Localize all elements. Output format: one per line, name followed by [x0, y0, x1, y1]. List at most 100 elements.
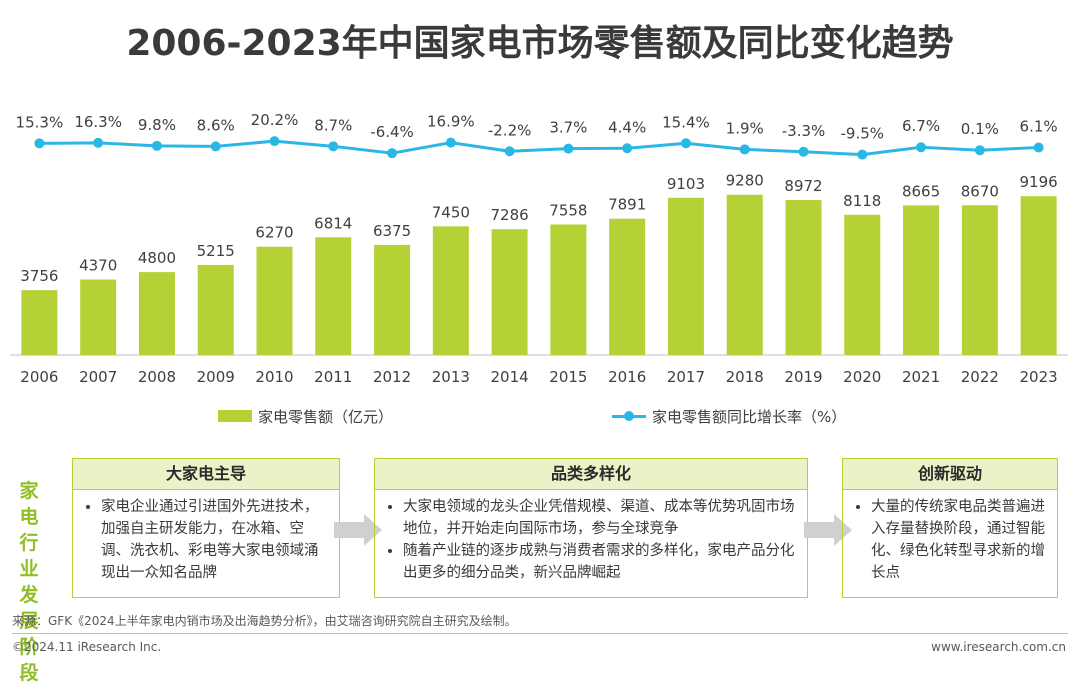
bar	[138, 272, 175, 355]
growth-point	[916, 142, 927, 153]
stage-box-1: 大家电主导 家电企业通过引进国外先进技术，加强自主研发能力，在冰箱、空调、洗衣机…	[72, 458, 340, 598]
stage-box-title: 创新驱动	[843, 459, 1057, 490]
growth-label: -6.4%	[370, 123, 414, 141]
growth-label: 3.7%	[549, 119, 587, 137]
x-tick-label: 2010	[255, 368, 293, 386]
footer-divider	[12, 633, 1068, 634]
x-tick-label: 2018	[726, 368, 764, 386]
legend-bar-label: 家电零售额（亿元）	[258, 407, 394, 426]
stage-bullets: 家电企业通过引进国外先进技术，加强自主研发能力，在冰箱、空调、洗衣机、彩电等大家…	[73, 496, 339, 584]
bar	[726, 194, 763, 355]
x-tick-label: 2022	[961, 368, 999, 386]
bar-value-label: 9280	[726, 172, 764, 190]
growth-label: 20.2%	[251, 111, 299, 129]
chart-area: 3756 2006 4370 2007 4800 2008 5215 2009 6270 2010…	[10, 111, 1068, 386]
growth-label: 8.6%	[197, 116, 235, 134]
bar	[609, 218, 646, 355]
bar-value-label: 8118	[843, 192, 881, 210]
growth-label: 6.1%	[1020, 118, 1058, 136]
stage-bullet: 家电企业通过引进国外先进技术，加强自主研发能力，在冰箱、空调、洗衣机、彩电等大家…	[101, 496, 331, 584]
bar-value-label: 9103	[667, 175, 705, 193]
x-tick-label: 2016	[608, 368, 646, 386]
legend-line: 家电零售额同比增长率（%）	[612, 404, 846, 428]
legend-bar-swatch	[218, 410, 252, 422]
stage-title-line: 家电	[19, 480, 39, 528]
stage-bullet: 随着产业链的逐步成熟与消费者需求的多样化，家电产品分化出更多的细分品类，新兴品牌…	[403, 540, 799, 584]
growth-point	[622, 143, 633, 154]
x-tick-label: 2013	[432, 368, 470, 386]
bar-value-label: 3756	[20, 267, 58, 285]
stage-bullets: 大家电领域的龙头企业凭借规模、渠道、成本等优势巩固市场地位，并开始走向国际市场，…	[375, 496, 807, 584]
growth-line	[39, 139, 1039, 157]
bar-value-label: 7450	[432, 203, 470, 221]
growth-label: 15.4%	[662, 113, 710, 131]
x-tick-label: 2020	[843, 368, 881, 386]
growth-point	[93, 137, 104, 148]
bar	[197, 264, 234, 355]
growth-label: -9.5%	[841, 125, 885, 143]
growth-label: 4.4%	[608, 118, 646, 136]
bar	[21, 290, 58, 355]
stage-box-title: 大家电主导	[73, 459, 339, 490]
stage-box-3: 创新驱动 大量的传统家电品类普遍进入存量替换阶段，通过智能化、绿色化转型寻求新的…	[842, 458, 1058, 598]
bar	[844, 214, 881, 355]
x-tick-label: 2012	[373, 368, 411, 386]
bar	[961, 205, 998, 355]
legend-bar: 家电零售额（亿元）	[218, 404, 393, 428]
bar-value-label: 4370	[79, 257, 117, 275]
growth-label: 1.9%	[726, 119, 764, 137]
stage-box-2: 品类多样化 大家电领域的龙头企业凭借规模、渠道、成本等优势巩固市场地位，并开始走…	[374, 458, 808, 598]
growth-point	[680, 138, 691, 149]
bar	[80, 279, 117, 355]
bar-value-label: 7891	[608, 196, 646, 214]
growth-point	[210, 141, 221, 152]
x-tick-label: 2009	[197, 368, 235, 386]
growth-label: 8.7%	[314, 116, 352, 134]
growth-point	[328, 141, 339, 152]
growth-label: 15.3%	[16, 113, 64, 131]
copyright: ©2024.11 iResearch Inc.	[12, 640, 162, 654]
bar	[1020, 196, 1057, 355]
bar-value-label: 6270	[255, 224, 293, 242]
bar-value-label: 8972	[784, 177, 822, 195]
growth-point	[798, 146, 809, 157]
bar-value-label: 7558	[549, 201, 587, 219]
bar-value-label: 6814	[314, 214, 352, 232]
x-tick-label: 2014	[491, 368, 529, 386]
stage-title-line: 发展	[19, 584, 39, 632]
stage-section-title: 家电 行业 发展 阶段	[12, 478, 46, 686]
x-tick-label: 2006	[20, 368, 58, 386]
growth-label: -3.3%	[782, 122, 826, 140]
stage-bullet: 大量的传统家电品类普遍进入存量替换阶段，通过智能化、绿色化转型寻求新的增长点	[871, 496, 1049, 584]
page-title: 2006-2023年中国家电市场零售额及同比变化趋势	[126, 23, 954, 64]
bar-value-label: 8665	[902, 182, 940, 200]
x-tick-label: 2011	[314, 368, 352, 386]
growth-point	[151, 140, 162, 151]
growth-point	[387, 148, 398, 159]
x-tick-label: 2019	[784, 368, 822, 386]
stage-bullet: 大家电领域的龙头企业凭借规模、渠道、成本等优势巩固市场地位，并开始走向国际市场，…	[403, 496, 799, 540]
growth-point	[739, 144, 750, 155]
legend-line-swatch	[612, 410, 646, 421]
growth-label: 16.9%	[427, 113, 475, 131]
growth-point	[974, 145, 985, 156]
x-tick-label: 2007	[79, 368, 117, 386]
bar-value-label: 8670	[961, 182, 999, 200]
growth-label: 6.7%	[902, 117, 940, 135]
growth-point	[34, 138, 45, 149]
growth-label: -2.2%	[488, 121, 532, 139]
growth-point	[1033, 142, 1044, 153]
bar	[550, 224, 587, 355]
bar	[491, 229, 528, 355]
bar	[256, 246, 293, 355]
x-tick-label: 2021	[902, 368, 940, 386]
bar	[667, 197, 704, 355]
bar-value-label: 4800	[138, 249, 176, 267]
x-tick-label: 2015	[549, 368, 587, 386]
stage-bullets: 大量的传统家电品类普遍进入存量替换阶段，通过智能化、绿色化转型寻求新的增长点	[843, 496, 1057, 584]
x-tick-label: 2008	[138, 368, 176, 386]
x-tick-label: 2023	[1020, 368, 1058, 386]
growth-point	[269, 136, 280, 147]
website: www.iresearch.com.cn	[931, 640, 1066, 654]
bar	[432, 226, 469, 355]
